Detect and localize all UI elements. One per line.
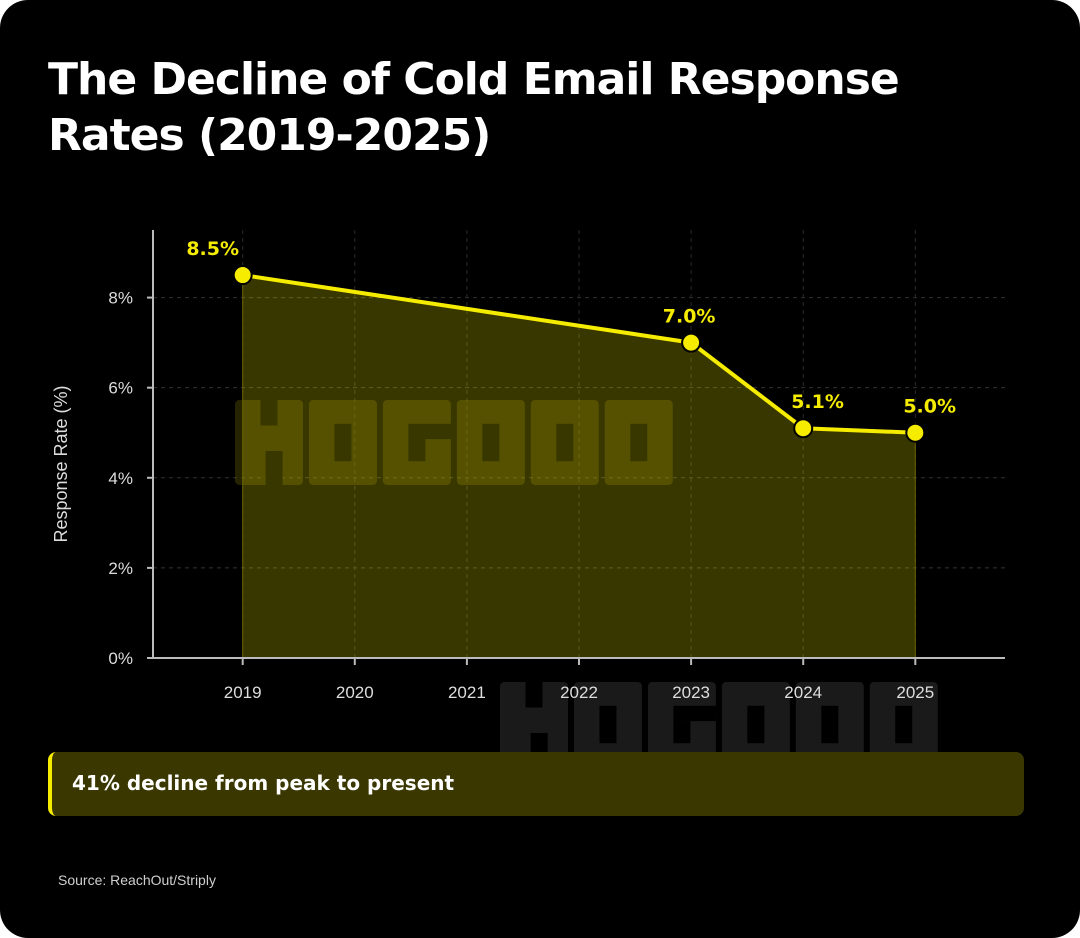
callout-text: 41% decline from peak to present — [72, 771, 455, 795]
y-tick-label: 6% — [108, 379, 133, 398]
x-tick-label: 2022 — [560, 683, 598, 702]
y-axis-label: Response Rate (%) — [51, 385, 71, 542]
watermark-logo-bottom — [500, 682, 938, 767]
x-tick-label: 2023 — [672, 683, 710, 702]
chart-title: The Decline of Cold Email Response Rates… — [48, 54, 900, 161]
logo-letter-counter — [673, 721, 691, 744]
series-line — [242, 273, 916, 435]
logo-letter-counter — [334, 423, 352, 462]
y-tick-label: 2% — [108, 559, 133, 578]
logo-letter-counter — [482, 423, 500, 462]
data-label: 5.1% — [791, 391, 844, 413]
data-point — [793, 418, 814, 439]
logo-letter-counter — [630, 423, 648, 462]
x-tick-label: 2020 — [336, 683, 374, 702]
x-tick-label: 2019 — [224, 683, 262, 702]
data-point — [905, 422, 926, 443]
x-tick-label: 2024 — [784, 683, 822, 702]
logo-letter-counter — [408, 439, 426, 462]
x-tick-label: 2021 — [448, 683, 486, 702]
logo-letter-counter — [895, 705, 913, 744]
data-label: 5.0% — [903, 396, 956, 418]
logo-letter-counter — [260, 400, 278, 426]
logo-letter-counter — [556, 423, 574, 462]
logo-letter-counter — [747, 705, 765, 744]
logo-letter-counter — [821, 705, 839, 744]
logo-letter-counter — [599, 705, 617, 744]
data-point — [681, 332, 702, 353]
y-tick-label: 4% — [108, 469, 133, 488]
data-point — [232, 265, 253, 286]
logo-letter-counter — [408, 423, 451, 440]
y-tick-label: 8% — [108, 289, 133, 308]
data-label: 8.5% — [186, 238, 239, 260]
logo-letter-block — [235, 400, 303, 485]
x-tick-label: 2025 — [896, 683, 934, 702]
logo-letter-block — [500, 682, 568, 767]
callout-box: 41% decline from peak to present — [48, 752, 1024, 816]
logo-letter-counter — [673, 705, 716, 722]
logo-letter-counter — [265, 451, 283, 485]
source-note: Source: ReachOut/Striply — [58, 872, 216, 888]
data-label: 7.0% — [663, 306, 716, 328]
logo-letter-counter — [525, 682, 543, 708]
watermark-logo — [235, 400, 673, 485]
y-tick-label: 0% — [108, 649, 133, 668]
area-fill — [242, 274, 916, 659]
